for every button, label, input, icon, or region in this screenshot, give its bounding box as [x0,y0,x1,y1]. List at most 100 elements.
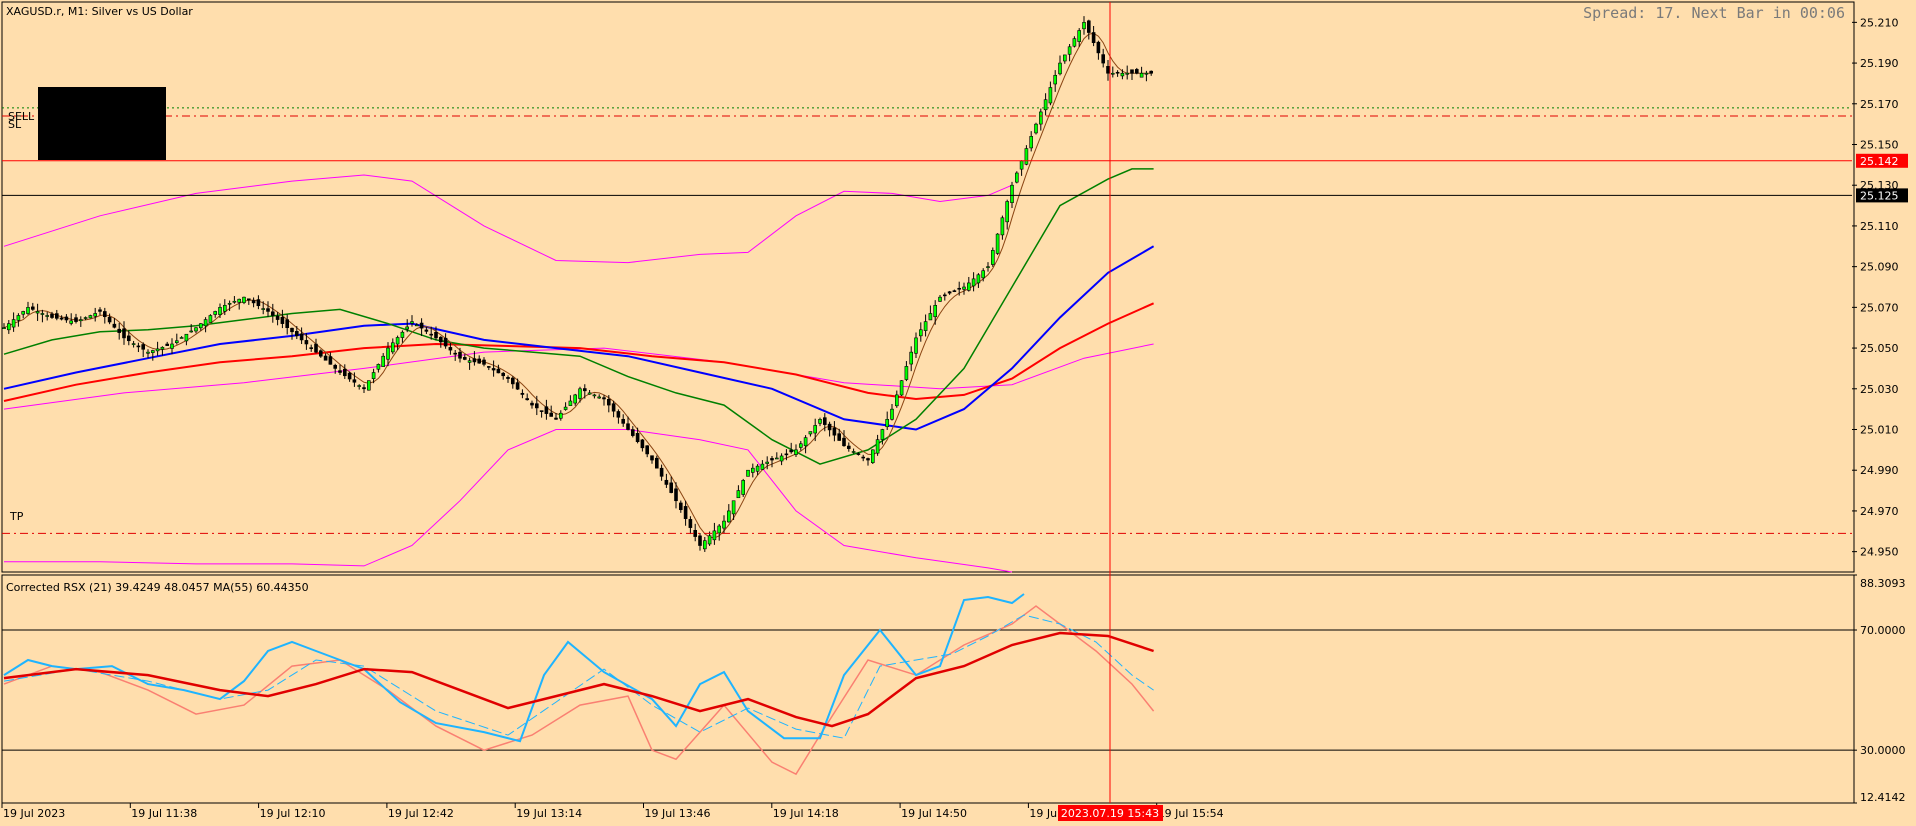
band-middle-line [3,343,1154,410]
candle-body [784,453,789,456]
candle-body [698,535,702,546]
candle-body [88,315,93,319]
price-tick-label: 24.950 [1860,546,1899,559]
candle-body [842,437,846,447]
candle-body [237,298,241,303]
price-marker-label-ask: 25.142 [1860,155,1899,168]
time-tick-label: 19 Jul 12:42 [388,807,454,820]
candle-body [458,351,462,359]
candle-body [170,343,174,349]
candle-body [1106,66,1110,74]
candle-body [232,300,237,303]
candle-body [923,321,928,331]
price-tick-label: 24.990 [1860,464,1899,477]
candle-body [510,377,515,385]
price-tick-label: 24.970 [1860,505,1899,518]
candle-body [117,328,121,333]
candle-body [400,331,405,338]
candle-body [506,377,510,379]
candle-body [40,313,45,315]
candle-body [352,379,357,383]
price-pane-frame [1,1,1855,573]
candle-body [443,337,448,347]
rsx-signal-line [3,614,1154,739]
candle-body [496,368,501,374]
price-tick-label: 25.110 [1860,220,1899,233]
candle-body [707,535,712,545]
candle-body [1091,32,1096,44]
candle-body [568,400,573,406]
candle-body [933,305,938,318]
candle-body [2,327,6,330]
candle-body [914,337,918,354]
candle-body [59,317,64,320]
candle-body [314,343,318,353]
candle-body [7,323,11,331]
candle-body [870,449,875,463]
candle-body [669,482,674,493]
candle-body [659,467,664,477]
trade-panel-box[interactable] [38,87,166,160]
candle-body [501,372,506,377]
indicator-pane[interactable]: 88.3093 70.0000 30.0000 12.4142 [1,574,1906,804]
candle-body [256,299,261,307]
candle-body [621,418,626,424]
candle-body [966,282,971,291]
candle-body [175,340,179,343]
candle-body [160,346,165,350]
candle-body [462,357,467,360]
ma-red-line [3,302,1155,402]
price-tick-label: 25.190 [1860,57,1899,70]
candle-body [539,410,544,412]
candle-body [1072,38,1077,47]
candle-body [544,406,549,414]
time-tick-label: 19 Jul 11:38 [131,807,197,820]
candle-body [189,330,193,333]
candle-body [11,319,16,328]
candle-body [1019,160,1024,170]
price-tick-label: 25.010 [1860,424,1899,437]
candle-body [808,431,813,435]
candle-body [890,408,894,420]
candle-body [880,429,885,440]
candle-body [990,250,995,265]
candle-body [247,298,251,301]
candle-body [371,372,376,379]
indicator-pane-frame [1,574,1855,804]
time-tick-label: 19 Jul 13:46 [645,807,711,820]
candle-body [688,519,693,528]
candle-body [21,311,26,315]
candle-body [1115,71,1120,74]
candle-body [405,326,410,330]
candle-body [251,300,256,304]
candle-body [654,457,659,469]
candle-body [194,327,198,332]
candle-body [731,500,736,515]
candle-body [366,380,371,391]
candle-body [309,347,314,349]
price-pane[interactable]: 25.21025.19025.17025.15025.13025.11025.0… [1,1,1908,573]
sl-level-label: SL [8,118,22,131]
candle-body [554,417,558,420]
candle-body [390,342,395,353]
candle-body [827,423,832,431]
candle-body [290,327,294,333]
candle-body [741,480,746,495]
candle-body [1149,70,1153,74]
candle-body [789,449,794,453]
candle-body [779,455,784,462]
candle-body [813,425,818,434]
candle-body [1005,201,1010,223]
candle-body [976,274,981,284]
candle-body [419,322,424,329]
candle-body [98,309,102,312]
ma-blue-line [3,245,1155,431]
candle-body [750,467,755,473]
candle-body [971,278,976,287]
candle-body [275,315,280,320]
rsx-salmon-line [3,605,1155,776]
candle-body [64,316,69,321]
candle-body [693,530,698,537]
candle-body [875,439,880,454]
